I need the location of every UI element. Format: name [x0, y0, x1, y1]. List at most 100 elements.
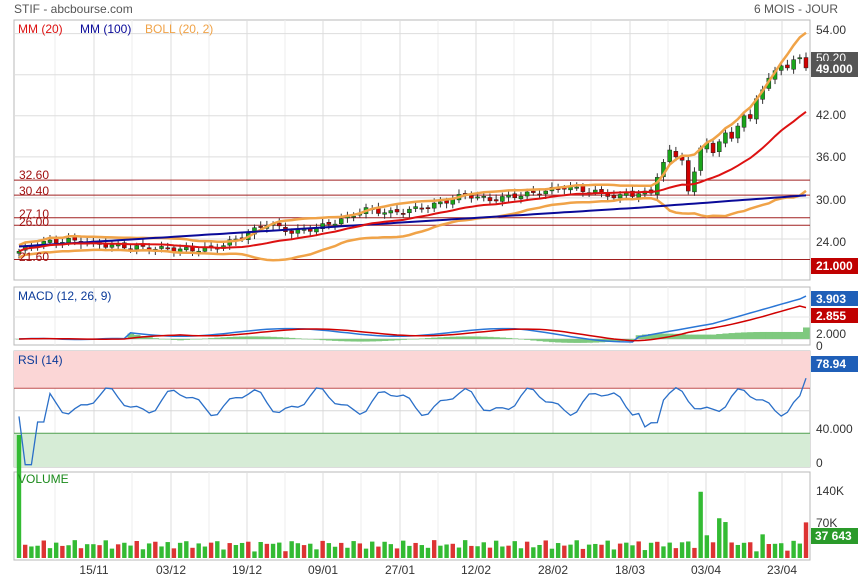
volume-bar	[655, 541, 660, 558]
candle-body	[797, 57, 803, 60]
volume-bar	[103, 540, 108, 558]
volume-bar	[475, 546, 480, 558]
volume-bar	[252, 551, 257, 558]
date-tick-23-04: 23/04	[767, 563, 797, 577]
macd-signal-line	[18, 305, 807, 342]
macd-histogram-bar	[325, 339, 333, 341]
candle-body	[481, 196, 487, 198]
volume-bar	[295, 543, 301, 558]
bollinger-lower-line	[18, 189, 807, 262]
candle-body	[66, 238, 71, 244]
volume-bar	[599, 544, 604, 558]
level-label-26-00: 26.00	[19, 215, 49, 229]
macd-histogram-bar	[778, 331, 785, 339]
volume-title: VOLUME	[18, 472, 69, 486]
macd-histogram-bar	[164, 339, 172, 340]
macd-histogram-bar	[251, 336, 259, 339]
candle-body	[537, 193, 542, 196]
volume-bar	[78, 548, 84, 558]
volume-bar	[766, 544, 772, 558]
candle-body	[778, 65, 784, 71]
last-price: 49.000	[816, 62, 853, 76]
candle-body	[524, 191, 530, 197]
volume-bar	[196, 543, 201, 558]
macd-histogram-bar	[703, 334, 711, 339]
price-tick-30: 30.00	[816, 193, 846, 207]
volume-bar	[394, 548, 400, 558]
candle-body	[574, 186, 579, 189]
macd-histogram-bar	[189, 339, 197, 340]
macd-histogram-bar	[201, 338, 209, 340]
level-label-21-60: 21.60	[19, 250, 49, 264]
mm100-line	[18, 194, 807, 248]
volume-bar	[462, 540, 468, 558]
macd-histogram-bar	[505, 337, 513, 339]
volume-bar	[735, 544, 741, 558]
candle-body	[500, 196, 505, 202]
candle-body	[518, 195, 524, 200]
candle-body	[543, 190, 548, 195]
candle-body	[289, 230, 294, 234]
volume-bar	[648, 542, 654, 558]
volume-bar	[22, 544, 28, 558]
macd-histogram-bar	[170, 339, 178, 340]
macd-histogram-bar	[573, 339, 581, 343]
volume-bar	[60, 545, 65, 558]
macd-histogram-bar	[394, 339, 401, 341]
volume-bar	[698, 491, 703, 558]
volume-bar	[47, 548, 53, 558]
macd-histogram-bar	[307, 339, 314, 340]
macd-histogram-bar	[728, 333, 736, 339]
macd-histogram-bar	[654, 333, 661, 339]
candle-body	[692, 171, 697, 193]
candle-body	[394, 209, 400, 213]
volume-bar	[791, 540, 796, 558]
candle-body	[444, 200, 449, 204]
macd-histogram-bar	[629, 339, 637, 341]
macd-histogram-bar	[232, 336, 240, 339]
volume-bar	[710, 542, 716, 558]
rsi-line	[18, 377, 807, 466]
macd-histogram-bar	[245, 336, 252, 339]
macd-histogram-bar	[468, 336, 476, 339]
macd-histogram-bar	[332, 339, 339, 341]
volume-bar	[679, 542, 685, 558]
rsi-overbought-zone	[14, 351, 810, 389]
macd-histogram-bar	[753, 332, 761, 339]
macd-histogram-bar	[710, 334, 717, 339]
macd-histogram-bar	[734, 332, 742, 339]
volume-bar	[667, 542, 672, 558]
volume-bar	[159, 546, 164, 558]
macd-histogram-bar	[691, 334, 699, 339]
volume-bar	[140, 549, 146, 558]
date-tick-19-12: 19/12	[232, 563, 262, 577]
macd-histogram-bar	[759, 331, 767, 339]
candle-body	[785, 64, 790, 69]
candle-body	[320, 223, 325, 229]
candle-body	[630, 190, 635, 197]
volume-bar	[568, 544, 573, 558]
volume-bar	[549, 548, 555, 558]
macd-histogram-bar	[772, 331, 779, 339]
legend-mm20: MM (20)	[18, 22, 63, 36]
volume-bar	[617, 543, 623, 558]
macd-histogram-bar	[276, 337, 283, 339]
volume-bar	[283, 551, 288, 558]
macd-histogram-bar	[524, 339, 531, 340]
volume-bar	[301, 545, 307, 558]
volume-bar	[438, 545, 443, 558]
price-tick-36: 36.00	[816, 150, 846, 164]
volume-bar	[115, 544, 121, 558]
volume-bar	[772, 543, 778, 558]
candle-body	[413, 206, 418, 209]
candle-body	[599, 189, 604, 193]
volume-bar	[512, 541, 517, 558]
volume-bar	[407, 545, 412, 558]
macd-histogram-bar	[697, 334, 705, 339]
macd-histogram-bar	[555, 339, 562, 343]
macd-histogram-bar	[369, 339, 376, 342]
volume-bar	[308, 543, 313, 558]
volume-bar	[134, 540, 139, 558]
macd-histogram-bar	[375, 339, 383, 342]
candle-body	[351, 215, 356, 218]
